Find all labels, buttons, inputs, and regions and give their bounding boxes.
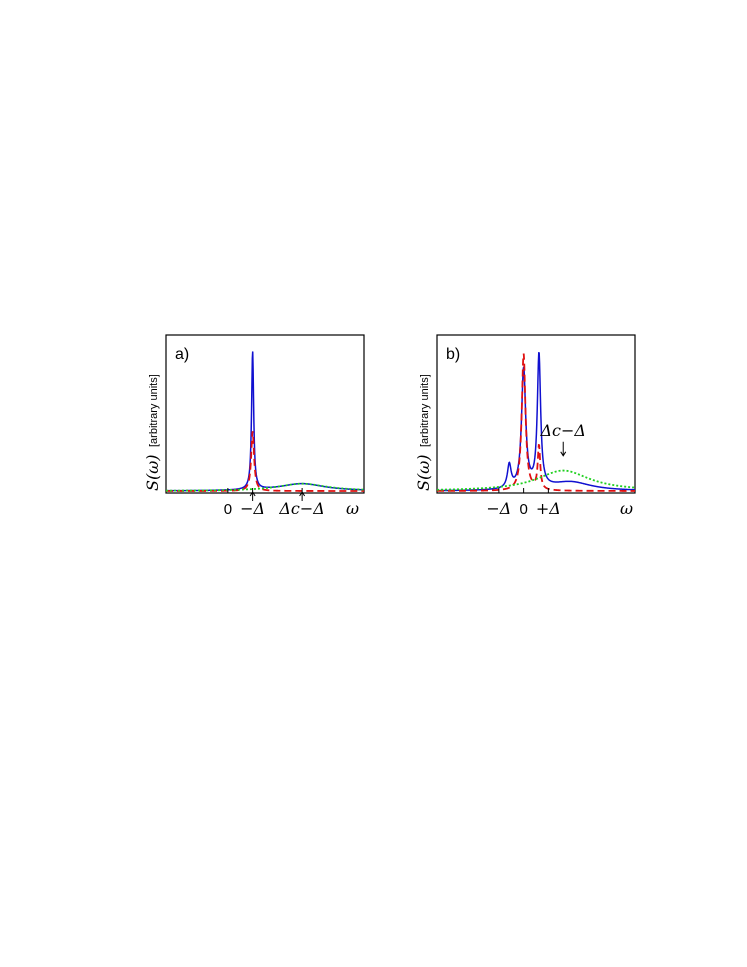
x-tick-label: −Δ — [240, 499, 265, 518]
series-dotted-line — [437, 469, 636, 491]
tick-arrow — [299, 491, 306, 501]
annotation-label: Δc−Δ — [539, 421, 585, 440]
series-solid-line — [166, 351, 365, 492]
panel-b-ticks: −Δ 0 +Δ — [486, 488, 561, 518]
panel-b-ylabel: S(ω) [arbitrary units] — [414, 374, 433, 491]
panel-b-ylabel-math: S(ω) — [414, 455, 433, 492]
panel-b-ylabel-text: [arbitrary units] — [419, 374, 431, 447]
series-dashed-line — [166, 431, 364, 492]
tick-arrow — [249, 491, 256, 501]
series-solid-line — [437, 351, 636, 492]
series-dotted-line — [166, 482, 365, 492]
panel-a-ylabel: S(ω) [arbitrary units] — [143, 374, 162, 491]
panel-a: a) 0 −Δ Δc−Δ ω S(ω) [arbitrary units] — [143, 334, 365, 518]
x-tick-label: 0 — [224, 501, 232, 518]
panel-b-annotation: Δc−Δ — [539, 421, 586, 457]
panel-b-curves — [437, 351, 636, 492]
panel-b-label: b) — [446, 346, 460, 363]
panel-a-frame — [165, 334, 365, 494]
panel-a-label: a) — [175, 346, 189, 363]
x-tick-label: Δc−Δ — [278, 499, 324, 518]
series-dashed-line — [437, 353, 635, 492]
x-tick-label: 0 — [519, 501, 527, 518]
panel-a-xlabel: ω — [346, 499, 359, 518]
x-tick-label: −Δ — [486, 499, 511, 518]
panel-a-ylabel-text: [arbitrary units] — [148, 374, 160, 447]
panel-b-xlabel: ω — [620, 499, 633, 518]
panel-b: b) −Δ 0 +Δ Δc−Δ ω S(ω) [arbitrary units] — [414, 334, 636, 518]
annotation-arrow — [560, 441, 567, 457]
panel-a-curves — [166, 351, 365, 492]
panel-a-ylabel-math: S(ω) — [143, 455, 162, 492]
panel-a-ticks: 0 −Δ Δc−Δ — [224, 488, 325, 518]
x-tick-label: +Δ — [536, 499, 561, 518]
panel-b-frame — [436, 334, 636, 494]
